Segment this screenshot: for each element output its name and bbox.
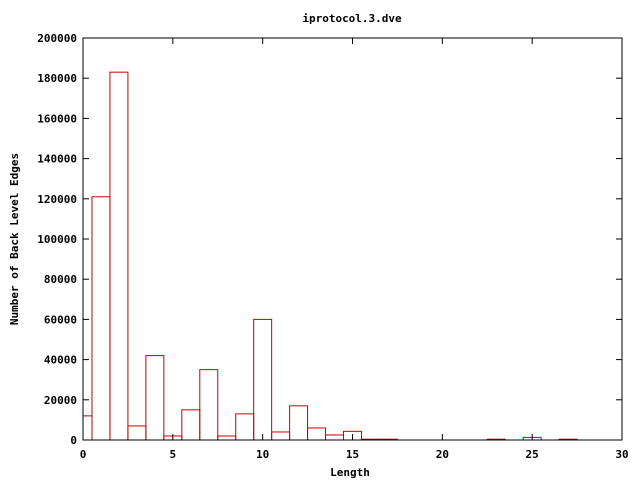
y-tick-label: 20000: [44, 394, 77, 407]
bar: [253, 318, 273, 441]
bar: [199, 369, 219, 441]
bar: [82, 415, 93, 441]
bar: [127, 425, 147, 441]
bar: [289, 405, 309, 441]
y-tick-label: 40000: [44, 354, 77, 367]
bar: [91, 196, 111, 441]
x-tick-label: 25: [526, 448, 539, 461]
x-tick-label: 10: [256, 448, 269, 461]
y-tick-label: 0: [70, 434, 77, 447]
bar: [181, 409, 201, 441]
x-tick-label: 15: [346, 448, 359, 461]
bar: [217, 435, 237, 441]
y-tick-label: 140000: [37, 153, 77, 166]
bar: [145, 355, 165, 441]
x-axis-label: Length: [330, 466, 370, 479]
y-tick-label: 60000: [44, 313, 77, 326]
bar: [271, 431, 291, 441]
plot-frame: [82, 37, 623, 441]
x-tick-label: 5: [170, 448, 177, 461]
y-tick-label: 200000: [37, 32, 77, 45]
x-tick-label: 20: [436, 448, 449, 461]
bar: [235, 413, 255, 441]
x-tick-label: 0: [80, 448, 87, 461]
x-tick-label: 30: [615, 448, 628, 461]
bar: [325, 434, 345, 441]
y-tick-label: 180000: [37, 72, 77, 85]
bar: [307, 427, 327, 441]
y-tick-label: 160000: [37, 112, 77, 125]
y-axis-label: Number of Back Level Edges: [8, 153, 21, 325]
y-tick-label: 120000: [37, 193, 77, 206]
bar: [109, 71, 129, 441]
y-tick-label: 100000: [37, 233, 77, 246]
y-tick-label: 80000: [44, 273, 77, 286]
chart-title: iprotocol.3.dve: [302, 12, 402, 25]
